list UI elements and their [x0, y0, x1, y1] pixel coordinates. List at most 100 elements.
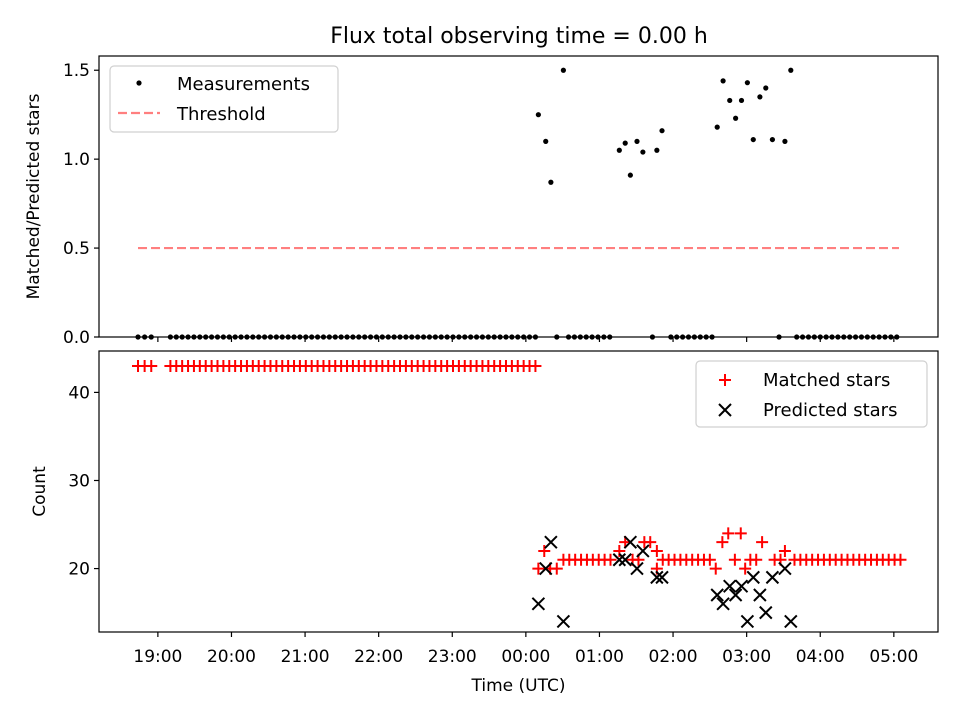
matched-star-point [532, 562, 545, 575]
predicted-star-point [765, 570, 780, 585]
measurement-point [367, 334, 374, 340]
matched-star-point [756, 536, 769, 549]
measurement-point [291, 334, 297, 340]
top-y-tick-label: 1.5 [63, 61, 90, 81]
measurement-point [479, 334, 486, 340]
predicted-star-point [544, 535, 558, 549]
measurement-point [560, 67, 566, 73]
measurement-point [852, 334, 859, 340]
bottom-x-tick-label: 05:00 [869, 647, 918, 667]
matched-star-point [644, 536, 657, 549]
measurement-point [521, 334, 527, 340]
measurement-point [616, 147, 622, 153]
measurement-point [203, 334, 209, 340]
measurement-point [473, 334, 480, 340]
bottom-x-tick-label: 22:00 [354, 647, 403, 667]
matched-star-point [709, 562, 722, 575]
measurement-point [829, 334, 835, 340]
matched-star-point [728, 553, 741, 566]
bottom-x-tick-label: 00:00 [501, 647, 550, 667]
measurement-point [805, 334, 812, 340]
bottom-legend: Matched stars Predicted stars [695, 360, 928, 428]
measurement-point [776, 334, 782, 340]
measurement-point [589, 334, 595, 340]
measurement-point [720, 78, 726, 84]
bottom-x-tick-label: 23:00 [428, 647, 477, 667]
predicted-star-point [623, 535, 638, 549]
measurement-point [338, 334, 344, 340]
matched-star-point [538, 544, 551, 557]
measurement-point [285, 334, 291, 340]
measurement-point [757, 94, 763, 100]
measurement-point [261, 334, 268, 340]
measurement-point [794, 334, 800, 340]
measurement-point [634, 138, 640, 144]
measurement-point [167, 334, 173, 340]
x-axis-label: Time (UTC) [471, 676, 566, 696]
measurement-point [456, 334, 462, 340]
measurement-point [685, 334, 692, 340]
legend-label-matched: Matched stars [763, 370, 890, 391]
measurement-point [148, 334, 154, 340]
measurement-point [769, 136, 776, 143]
measurement-point [654, 147, 660, 153]
matched-star-point [739, 562, 752, 575]
predicted-star-point [728, 588, 743, 602]
predicted-star-point [539, 561, 553, 576]
predicted-star-point [740, 614, 755, 629]
matched-star-point [750, 553, 763, 566]
measurement-point [782, 138, 788, 144]
measurement-point [297, 334, 303, 340]
matched-star-point [716, 536, 729, 549]
measurement-point [362, 334, 368, 340]
measurement-point [256, 334, 262, 340]
predicted-star-point [753, 588, 767, 602]
matched-star-point [778, 544, 791, 557]
measurement-point [503, 334, 509, 340]
measurement-point [197, 334, 203, 340]
predicted-star-point [734, 579, 749, 593]
predicted-star-point [531, 597, 546, 611]
measurement-point [680, 334, 686, 340]
measurement-point [763, 85, 769, 91]
measurement-point [714, 124, 720, 130]
predicted-star-point [636, 544, 650, 558]
legend-marker-measurements [136, 80, 142, 86]
measurement-point [526, 334, 533, 340]
measurement-point [314, 334, 321, 340]
legend-label-predicted: Predicted stars [763, 400, 897, 421]
measurement-point [173, 334, 179, 340]
measurement-point [273, 334, 279, 340]
measurement-point [485, 334, 491, 340]
matched-star-point [734, 527, 747, 540]
matched-star-point [894, 553, 907, 566]
measurement-point [303, 334, 309, 340]
measurement-point [444, 334, 450, 340]
measurement-point [232, 334, 238, 340]
measurement-point [185, 334, 191, 340]
predicted-star-point [650, 570, 664, 585]
bottom-legend-box [695, 360, 928, 428]
measurement-point [279, 334, 285, 340]
measurement-point [326, 334, 332, 340]
bottom-axes-frame [98, 350, 939, 633]
measurement-point [583, 334, 589, 340]
measurement-point [858, 334, 865, 340]
measurement-point [565, 334, 572, 340]
bottom-panel-count: 20 30 40 19:00 20:00 21:00 22:00 23:00 00:00 01:0… [30, 350, 939, 696]
measurement-point [142, 334, 148, 340]
measurement-point [659, 128, 665, 134]
measurement-point [640, 149, 646, 155]
measurement-point [438, 334, 444, 340]
measurement-point [627, 172, 633, 178]
top-y-tick-label: 0.0 [63, 328, 90, 348]
measurement-point [491, 334, 497, 340]
measurement-point [697, 334, 703, 340]
measurement-point [250, 334, 256, 340]
measurement-point [668, 334, 674, 340]
bottom-x-tick-label: 01:00 [575, 647, 624, 667]
matched-star-point [550, 562, 563, 575]
bottom-x-tick-label: 20:00 [207, 647, 256, 667]
measurement-point [450, 334, 456, 340]
